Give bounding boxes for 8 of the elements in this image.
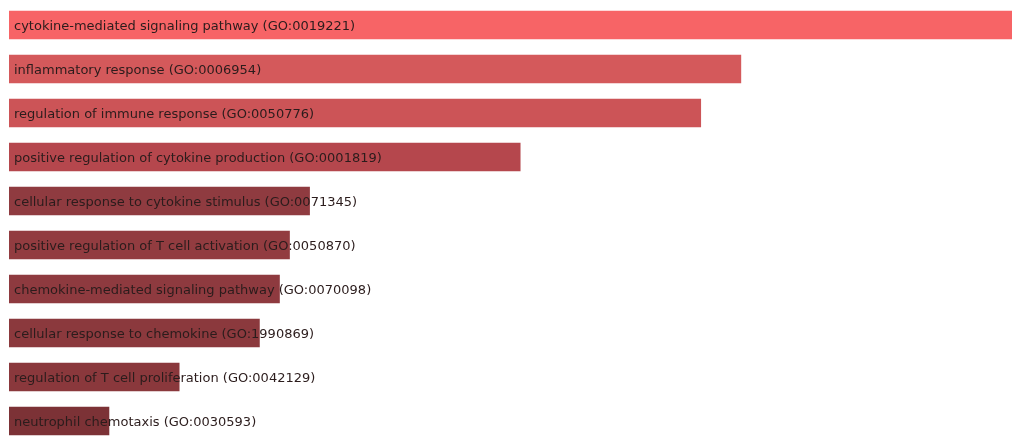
y-tick-label: inflammatory response (GO:0006954) xyxy=(14,61,262,77)
bar xyxy=(9,98,702,128)
bar xyxy=(9,54,742,84)
y-tick-label: cytokine-mediated signaling pathway (GO:0019221) xyxy=(14,17,356,33)
bar xyxy=(9,10,1012,40)
y-tick-label: chemokine-mediated signaling pathway (GO:0070098) xyxy=(14,281,372,297)
y-tick-label: positive regulation of cytokine production (GO:0001819) xyxy=(14,149,382,165)
y-tick-label: regulation of immune response (GO:0050776) xyxy=(14,105,315,121)
